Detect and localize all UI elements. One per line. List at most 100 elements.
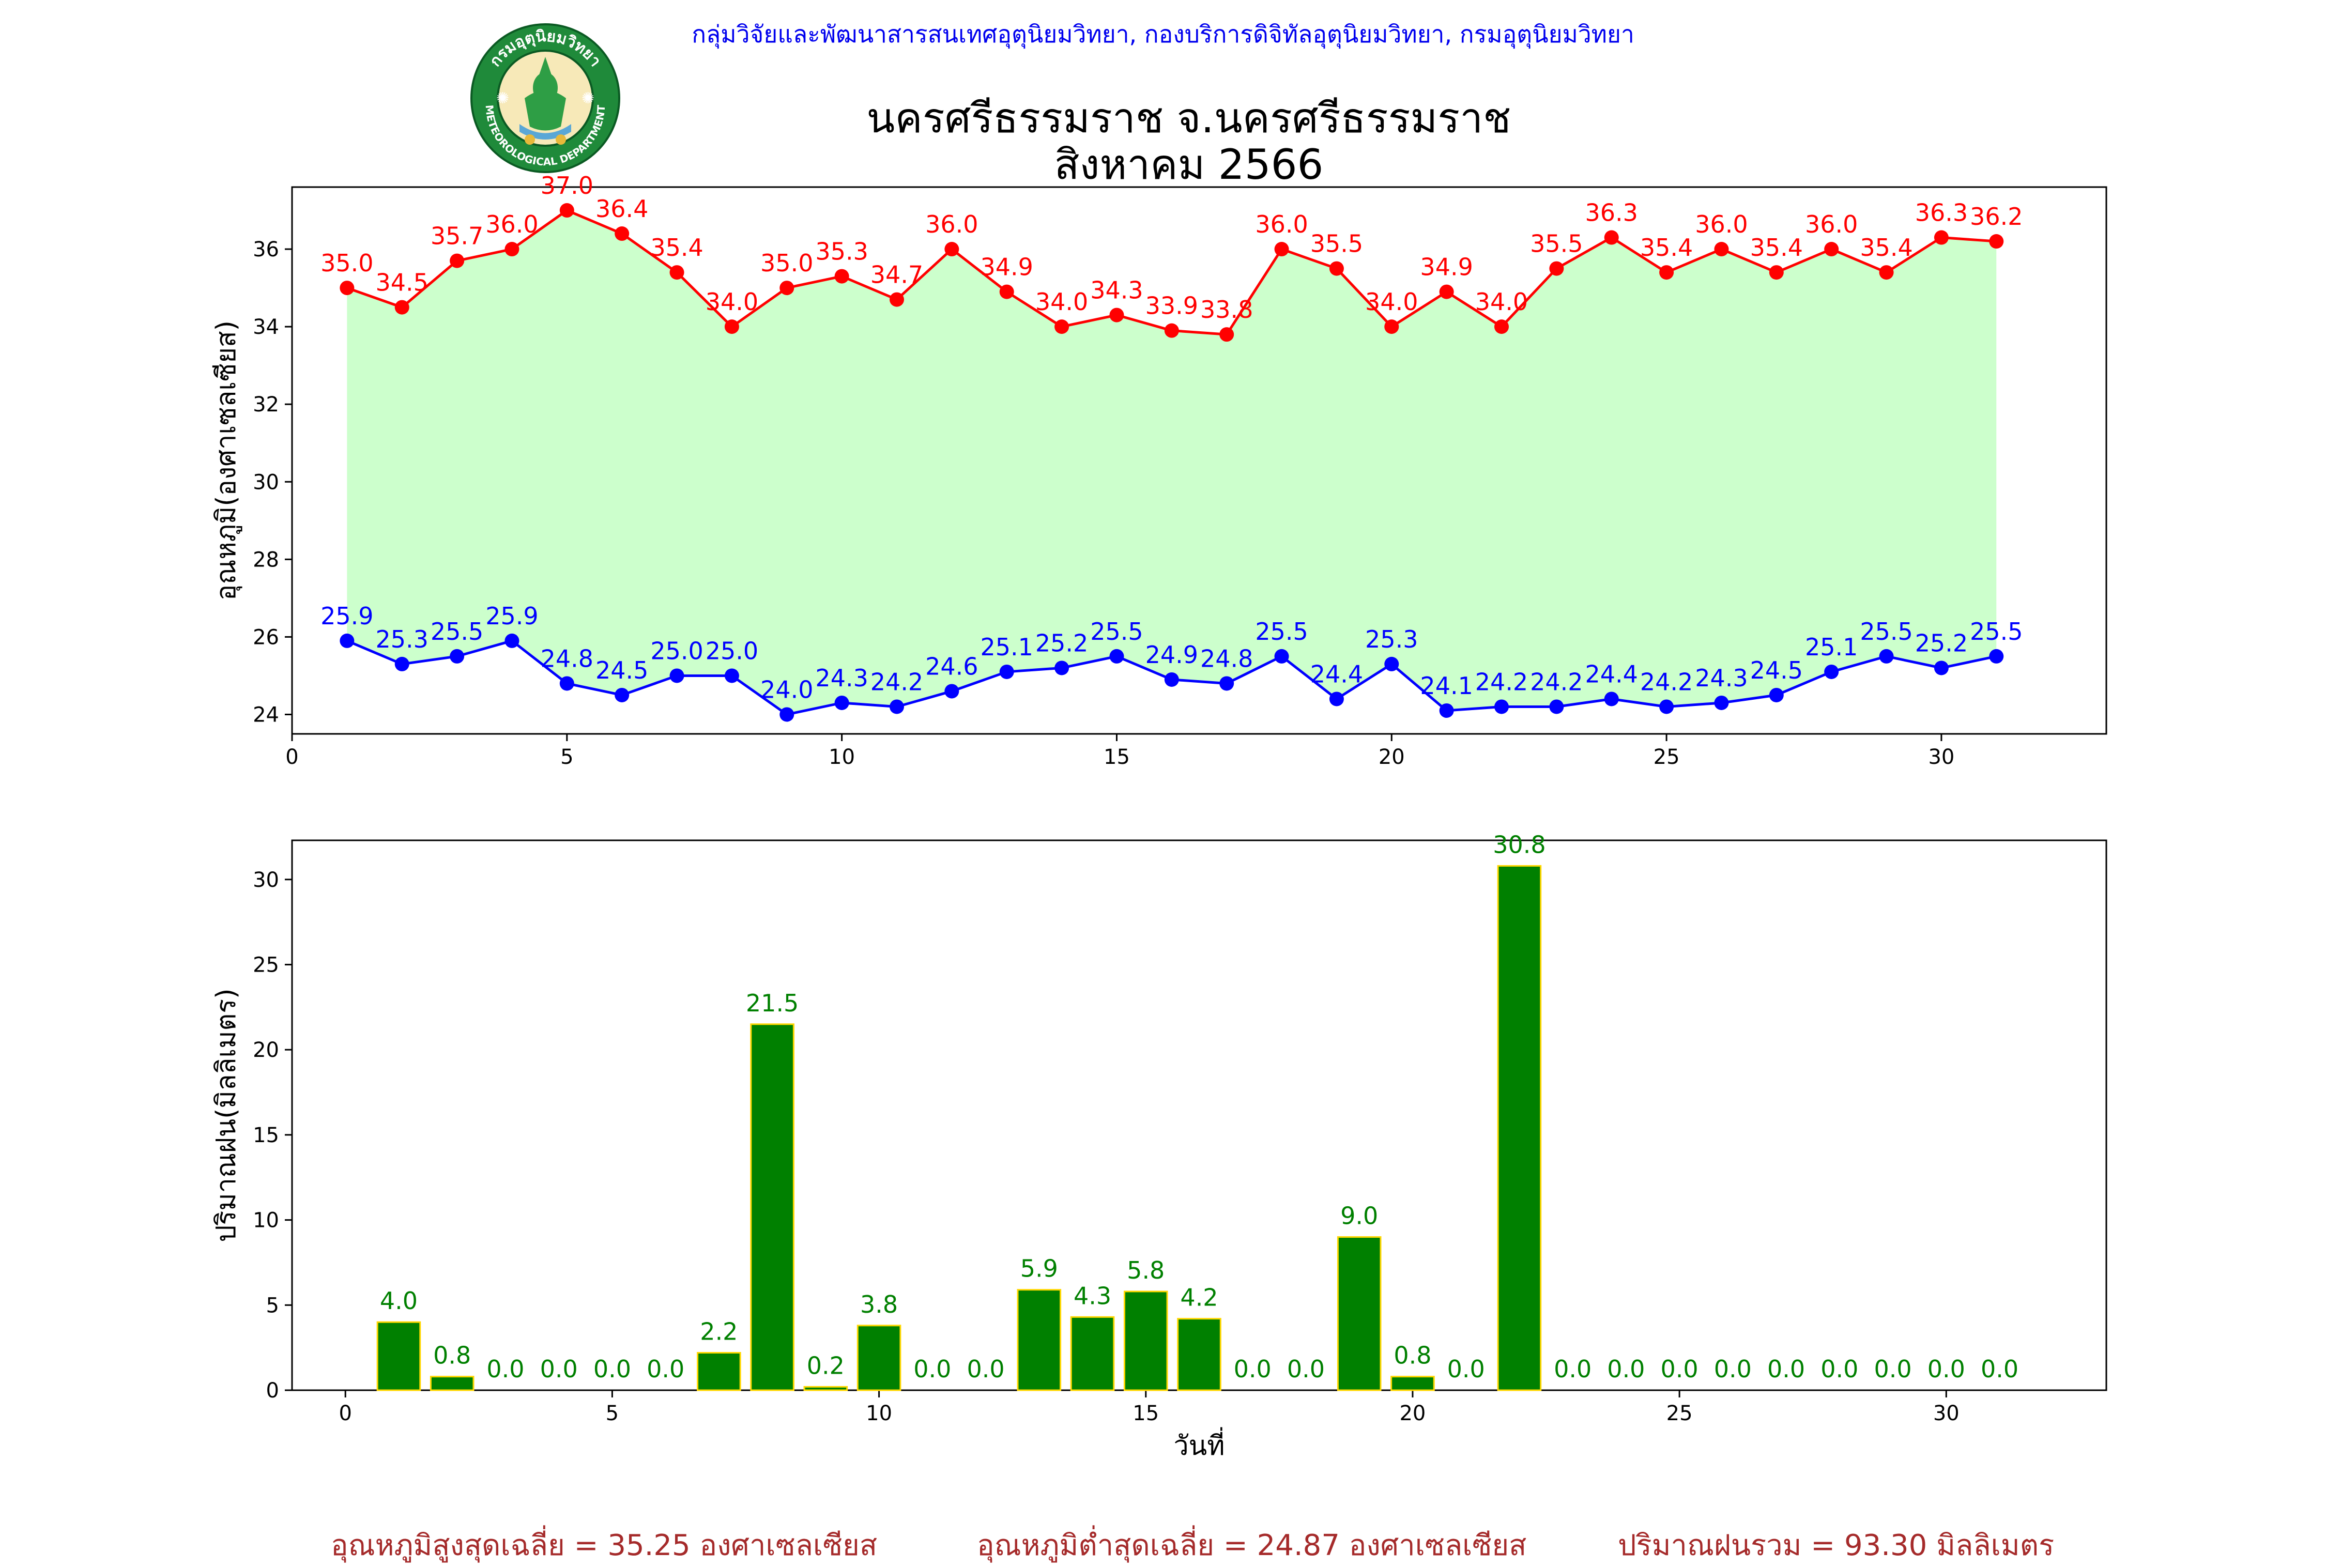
bar-value-label: 0.0	[967, 1355, 1004, 1383]
bar-value-label: 0.0	[1447, 1355, 1485, 1383]
bar-value-label: 0.0	[1661, 1355, 1698, 1383]
data-label-min: 24.4	[1310, 660, 1363, 688]
x-tick-label: 25	[1666, 1402, 1693, 1425]
y-axis-label: อุณหภูมิ(องศาเซลเซียส)	[211, 320, 242, 601]
rain-bar	[1497, 865, 1542, 1391]
rain-bar	[803, 1386, 848, 1391]
data-label-min: 24.1	[1420, 672, 1473, 700]
data-point-min	[834, 695, 849, 710]
y-tick-label: 25	[253, 953, 279, 977]
data-label-min: 25.5	[1860, 618, 1912, 645]
data-point-max	[1549, 261, 1564, 276]
data-label-min: 24.3	[1695, 664, 1748, 692]
bar-value-label: 21.5	[746, 989, 799, 1017]
rain-bar	[376, 1321, 421, 1391]
data-point-min	[1494, 699, 1509, 714]
data-point-max	[504, 242, 519, 257]
rain-bar	[1390, 1376, 1435, 1391]
data-point-max	[999, 284, 1014, 299]
bar-value-label: 0.2	[807, 1351, 845, 1379]
data-label-max: 33.9	[1145, 292, 1198, 320]
meteorological-department-logo: กรมอุตุนิยมวิทยา METEOROLOGICAL DEPARTME…	[470, 23, 620, 173]
data-point-max	[890, 292, 904, 307]
data-label-min: 25.0	[706, 637, 758, 665]
data-point-max	[1109, 308, 1124, 322]
rainfall-chart: 0 5 10 15 20 25 30 0 5 10 15 20 25 30 ปริมาณฝน(มิลลิเม…	[211, 831, 2107, 1462]
data-point-max	[559, 203, 574, 218]
data-label-max: 35.5	[1530, 230, 1583, 258]
y-tick-label: 10	[253, 1209, 279, 1233]
y-tick-label: 20	[253, 1038, 279, 1062]
data-point-min	[944, 684, 959, 699]
data-point-max	[1054, 319, 1069, 334]
data-label-max: 34.5	[376, 269, 429, 297]
bar-value-label: 0.0	[1767, 1355, 1805, 1383]
y-tick-label: 26	[253, 625, 279, 649]
x-tick-label: 5	[560, 745, 573, 769]
data-point-min	[724, 668, 739, 683]
data-label-max: 36.4	[595, 195, 648, 223]
data-label-max: 36.0	[485, 210, 538, 238]
bar-value-label: 0.0	[1714, 1355, 1752, 1383]
data-label-min: 24.2	[1530, 668, 1583, 696]
data-label-min: 25.1	[1805, 633, 1858, 661]
data-label-min: 25.2	[1915, 629, 1968, 657]
data-label-min: 25.2	[1035, 629, 1088, 657]
svg-text:✺: ✺	[496, 89, 509, 107]
x-tick-label: 25	[1654, 745, 1680, 769]
data-point-min	[1824, 664, 1839, 679]
data-label-max: 34.0	[1475, 288, 1528, 316]
data-point-max	[1659, 265, 1674, 280]
bar-value-label: 0.8	[433, 1342, 471, 1370]
data-label-min: 24.6	[925, 652, 978, 680]
data-point-min	[504, 633, 519, 648]
data-label-min: 25.9	[485, 602, 538, 630]
data-label-min: 24.8	[541, 644, 593, 672]
bar-value-label: 2.2	[700, 1318, 738, 1346]
svg-text:✺: ✺	[582, 89, 594, 107]
rain-bar	[1123, 1290, 1168, 1391]
bar-value-label: 0.0	[1927, 1355, 1965, 1383]
data-label-min: 24.2	[1475, 668, 1528, 696]
data-point-max	[1879, 265, 1894, 280]
data-point-min	[1109, 649, 1124, 664]
data-label-max: 33.8	[1200, 296, 1253, 324]
bar-value-label: 0.0	[913, 1355, 951, 1383]
bar-value-label: 0.0	[1981, 1355, 2018, 1383]
data-label-min: 24.2	[1640, 668, 1693, 696]
data-point-min	[999, 664, 1014, 679]
data-point-min	[1274, 649, 1289, 664]
data-label-max: 36.0	[1255, 210, 1308, 238]
data-point-max	[1494, 319, 1509, 334]
chart-subtitle: สิงหาคม 2566	[1054, 141, 1324, 189]
bar-value-label: 5.9	[1020, 1255, 1058, 1283]
data-label-min: 25.5	[1970, 618, 2023, 645]
rain-bar	[856, 1325, 901, 1391]
data-label-max: 34.7	[870, 261, 923, 289]
data-label-max: 34.0	[706, 288, 758, 316]
temperature-chart: 0 5 10 15 20 25 30 24 26 28 30 32 34 36 อุณหภูมิ(องศาเ…	[211, 172, 2107, 769]
data-label-min: 25.5	[431, 618, 483, 645]
data-point-min	[450, 649, 465, 664]
data-point-min	[1439, 703, 1454, 718]
data-label-min: 24.9	[1145, 641, 1198, 669]
data-label-max: 35.5	[1310, 230, 1363, 258]
data-point-min	[669, 668, 684, 683]
data-point-min	[559, 676, 574, 691]
y-tick-label: 32	[253, 393, 279, 417]
plot-frame	[291, 186, 2107, 735]
header-credit: กลุ่มวิจัยและพัฒนาสารสนเทศอุตุนิยมวิทยา,…	[692, 20, 1634, 48]
y-tick-label: 0	[266, 1379, 279, 1403]
data-label-max: 36.3	[1915, 199, 1968, 227]
data-point-min	[1604, 691, 1619, 706]
data-point-min	[394, 656, 409, 671]
data-label-max: 36.0	[1805, 210, 1858, 238]
data-point-max	[615, 226, 630, 241]
data-label-max: 36.3	[1585, 199, 1638, 227]
data-point-min	[340, 633, 355, 648]
data-point-min	[1384, 656, 1399, 671]
data-label-min: 24.3	[815, 664, 868, 692]
bar-value-label: 0.0	[1874, 1355, 1911, 1383]
data-label-max: 34.0	[1035, 288, 1088, 316]
data-point-min	[890, 699, 904, 714]
